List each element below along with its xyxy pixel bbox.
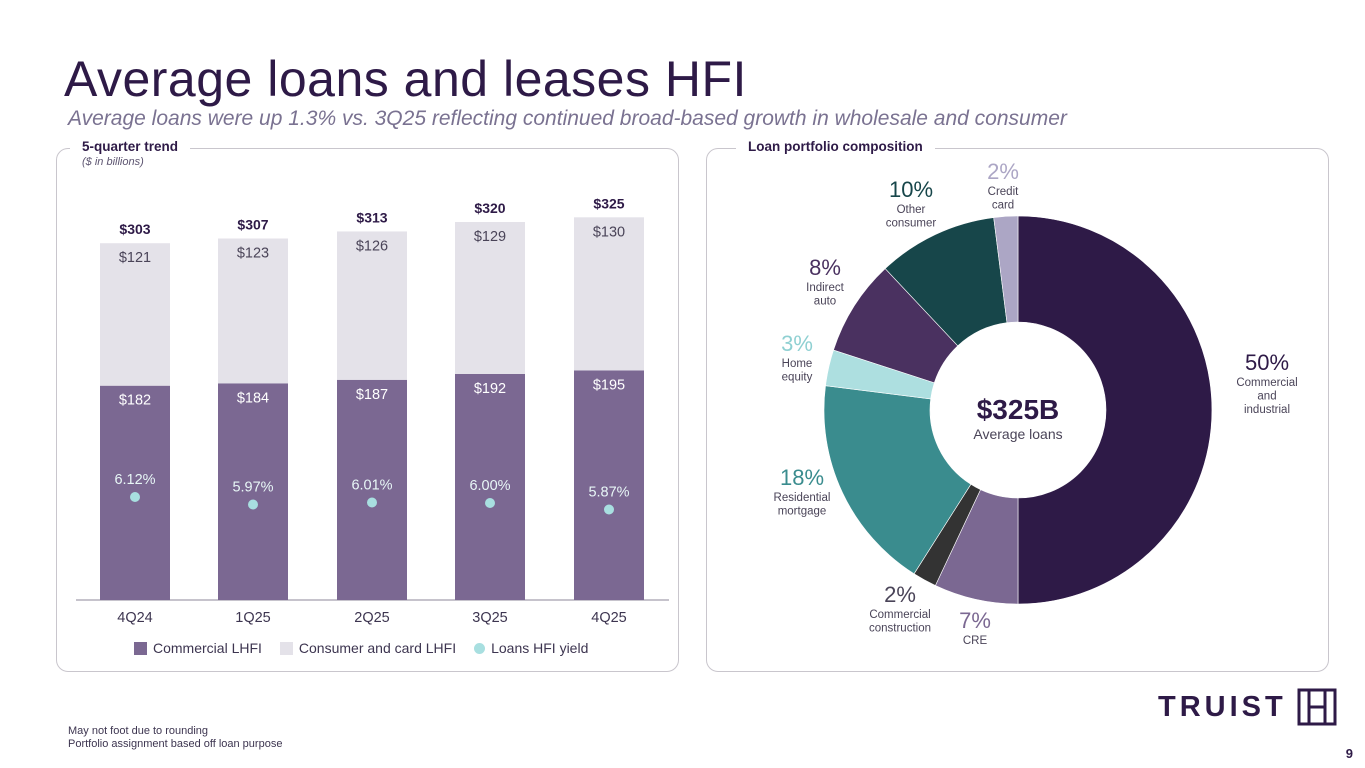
yield-point	[367, 497, 377, 508]
bar-consumer	[455, 222, 525, 374]
bar-commercial	[574, 370, 644, 600]
bar-total-label: $325	[593, 195, 624, 211]
logo-wordmark: TRUIST	[1158, 690, 1287, 723]
page-subtitle: Average loans were up 1.3% vs. 3Q25 refl…	[68, 107, 1067, 130]
logo-mark-icon	[1297, 688, 1337, 726]
yield-value-label: 6.12%	[114, 472, 155, 488]
bar-consumer	[574, 217, 644, 371]
bar-total-label: $307	[237, 217, 268, 233]
legend-item-yield: Loans HFI yield	[474, 640, 588, 656]
bar-consumer-value-label: $126	[356, 238, 388, 254]
bar-consumer	[337, 231, 407, 380]
x-tick-label: 3Q25	[472, 610, 507, 626]
x-tick-label: 4Q25	[591, 610, 626, 626]
bar-consumer-value-label: $123	[237, 246, 269, 262]
bar-consumer	[218, 238, 288, 384]
legend-swatch-yield	[474, 642, 486, 654]
footnote-1: May not foot due to rounding	[68, 725, 209, 737]
trend-units-note: ($ in billions)	[82, 156, 144, 168]
x-tick-label: 1Q25	[235, 610, 270, 626]
yield-point	[248, 499, 258, 510]
yield-point	[604, 504, 614, 515]
x-tick-label: 4Q24	[117, 610, 152, 626]
x-tick-label: 2Q25	[354, 610, 389, 626]
bar-total-label: $320	[474, 200, 505, 216]
legend-swatch-commercial	[134, 641, 147, 655]
bar-total-label: $313	[356, 209, 387, 225]
footnotes: May not foot due to rounding Portfolio a…	[68, 725, 282, 750]
yield-value-label: 6.00%	[469, 478, 510, 494]
legend-swatch-consumer	[279, 641, 293, 655]
composition-panel-heading: Loan portfolio composition	[736, 139, 935, 154]
legend-label-consumer: Consumer and card LHFI	[298, 640, 457, 656]
legend-item-consumer: Consumer and card LHFI	[279, 640, 457, 656]
bar-consumer-value-label: $130	[593, 224, 625, 240]
yield-point	[485, 498, 495, 508]
yield-point	[130, 492, 140, 502]
legend-label-commercial: Commercial LHFI	[153, 640, 262, 656]
bar-commercial	[218, 383, 288, 600]
page-title: Average loans and leases HFI	[64, 51, 747, 107]
bar-commercial	[455, 373, 525, 600]
bar-commercial-value-label: $187	[356, 387, 388, 403]
trend-panel	[56, 148, 679, 672]
legend-label-yield: Loans HFI yield	[491, 640, 589, 656]
bar-consumer	[100, 243, 170, 386]
bar-consumer-value-label: $121	[119, 250, 151, 266]
bar-commercial-value-label: $195	[593, 377, 625, 393]
footnote-2: Portfolio assignment based off loan purp…	[68, 737, 283, 750]
trend-panel-heading: 5-quarter trend	[70, 139, 191, 154]
yield-value-label: 6.01%	[351, 478, 392, 494]
bar-chart-legend: Commercial LHFI Consumer and card LHFI L…	[134, 640, 588, 656]
bar-total-label: $303	[119, 221, 150, 237]
bar-commercial	[337, 379, 407, 600]
bar-commercial-value-label: $184	[237, 390, 269, 406]
bar-commercial-value-label: $192	[474, 381, 506, 397]
page-number: 9	[1345, 746, 1353, 761]
legend-item-commercial: Commercial LHFI	[134, 640, 262, 656]
truist-logo: TRUIST	[1158, 688, 1337, 726]
bar-consumer-value-label: $129	[474, 229, 506, 245]
bar-commercial-value-label: $182	[119, 393, 151, 409]
yield-value-label: 5.97%	[232, 480, 273, 496]
composition-panel	[706, 148, 1329, 672]
yield-value-label: 5.87%	[588, 485, 629, 501]
